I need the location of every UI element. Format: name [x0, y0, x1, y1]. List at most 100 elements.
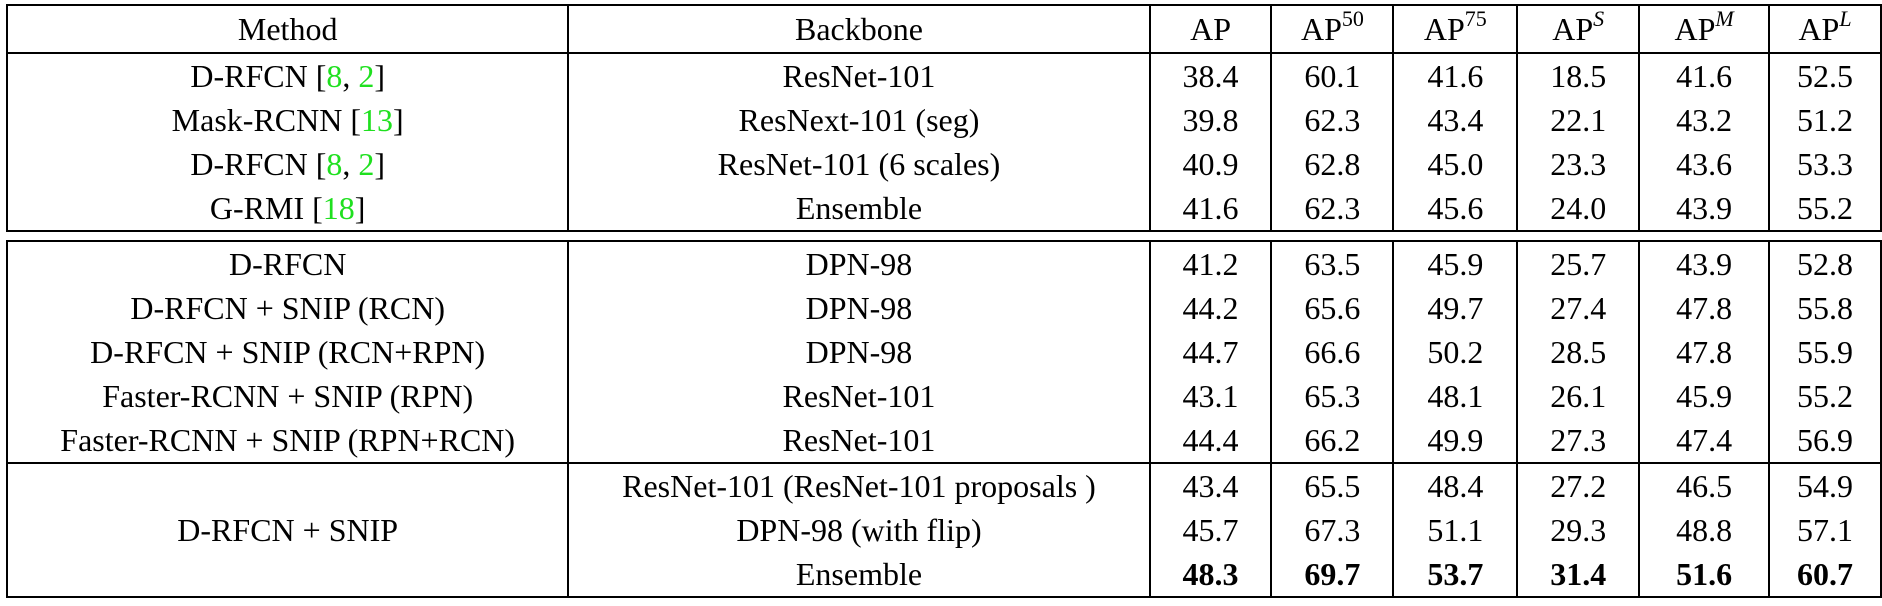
- section-gap-cell: [7, 231, 1881, 241]
- cell-backbone: DPN-98 (with flip): [567, 508, 1151, 552]
- cell-ap75: 50.2: [1392, 330, 1519, 374]
- citation-link: 13: [361, 102, 393, 138]
- cell-apm: 47.4: [1638, 418, 1771, 463]
- header-aps-base: AP: [1552, 11, 1594, 47]
- header-ap75-base: AP: [1423, 11, 1465, 47]
- method-name: G-RMI: [209, 190, 305, 226]
- header-apl: APL: [1768, 4, 1882, 54]
- cell-ap50: 62.8: [1270, 142, 1395, 186]
- cell-apm: 43.9: [1638, 186, 1771, 232]
- cell-apm: 47.8: [1638, 286, 1771, 330]
- method-name: D-RFCN: [190, 58, 308, 94]
- header-aps-sup: S: [1593, 6, 1605, 31]
- cell-method: G-RMI [18]: [5, 186, 570, 232]
- table-row: D-RFCN DPN-98 41.2 63.5 45.9 25.7 43.9 52.8: [5, 240, 1882, 286]
- header-method: Method: [5, 4, 570, 54]
- cell-apl: 52.8: [1768, 240, 1882, 286]
- cell-aps: 28.5: [1516, 330, 1641, 374]
- header-ap75-sup: 75: [1464, 6, 1487, 31]
- cell-aps: 25.7: [1516, 240, 1641, 286]
- header-apl-base: AP: [1798, 11, 1840, 47]
- cell-apm: 51.6: [1638, 552, 1771, 598]
- header-apl-sup: L: [1839, 6, 1852, 31]
- cell-apm: 43.2: [1638, 98, 1771, 142]
- table-row: G-RMI [18] Ensemble 41.6 62.3 45.6 24.0 43.9 55…: [5, 186, 1882, 232]
- cell-backbone: ResNet-101: [567, 418, 1151, 463]
- cell-backbone: Ensemble: [567, 552, 1151, 598]
- cell-apm: 43.9: [1638, 240, 1771, 286]
- cell-ap: 41.6: [1148, 186, 1273, 232]
- cell-ap75: 48.4: [1392, 462, 1519, 508]
- cell-ap75: 43.4: [1392, 98, 1519, 142]
- table-row: DPN-98 (with flip) 45.7 67.3 51.1 29.3 48.8 57…: [7, 508, 1882, 552]
- cell-ap: 44.7: [1148, 330, 1273, 374]
- cell-aps: 24.0: [1516, 186, 1641, 232]
- cell-ap: 44.4: [1148, 418, 1273, 463]
- cell-ap: 48.3: [1148, 552, 1273, 598]
- table-row: D-RFCN [8, 2] ResNet-101 38.4 60.1 41.6 18.5 4…: [5, 52, 1882, 98]
- cell-apl: 55.2: [1768, 374, 1882, 418]
- cell-ap50: 67.3: [1270, 508, 1395, 552]
- cell-apl: 57.1: [1768, 508, 1882, 552]
- cell-apm: 43.6: [1638, 142, 1771, 186]
- cell-apl: 56.9: [1768, 418, 1882, 463]
- cell-ap: 45.7: [1148, 508, 1273, 552]
- cell-apl: 52.5: [1768, 52, 1882, 98]
- cell-ap50: 60.1: [1270, 52, 1395, 98]
- cell-aps: 27.4: [1516, 286, 1641, 330]
- header-backbone: Backbone: [567, 4, 1151, 54]
- table-row: Mask-RCNN [13] ResNext-101 (seg) 39.8 62.3 4…: [5, 98, 1882, 142]
- header-apm-base: AP: [1674, 11, 1716, 47]
- table-row: D-RFCN + SNIP ResNet-101 (ResNet-101 prop…: [5, 462, 1882, 598]
- cell-ap: 43.1: [1148, 374, 1273, 418]
- citation-link: 18: [322, 190, 355, 226]
- cell-backbone: ResNet-101 (ResNet-101 proposals ): [567, 462, 1151, 508]
- cell-apm: 41.6: [1638, 52, 1771, 98]
- results-table: Method Backbone AP AP50 AP75 APS APM APL…: [5, 4, 1882, 598]
- table-row: Faster-RCNN + SNIP (RPN+RCN) ResNet-101 44…: [5, 418, 1882, 463]
- table-row: Faster-RCNN + SNIP (RPN) ResNet-101 43.1 65…: [5, 374, 1882, 418]
- citation-link: 8: [326, 58, 343, 94]
- cell-aps: 26.1: [1516, 374, 1641, 418]
- cell-ap75: 51.1: [1392, 508, 1519, 552]
- cell-aps: 31.4: [1516, 552, 1641, 598]
- cell-backbone: DPN-98: [567, 286, 1151, 330]
- citation-link: 8: [326, 146, 343, 182]
- cell-ap75: 45.0: [1392, 142, 1519, 186]
- cell-ap: 40.9: [1148, 142, 1273, 186]
- cell-backbone: DPN-98: [567, 330, 1151, 374]
- cell-aps: 27.3: [1516, 418, 1641, 463]
- cell-ap50: 62.3: [1270, 98, 1395, 142]
- cell-ap50: 69.7: [1270, 552, 1395, 598]
- cell-ap75: 48.1: [1392, 374, 1519, 418]
- cell-ap75: 41.6: [1392, 52, 1519, 98]
- cell-ap75: 45.6: [1392, 186, 1519, 232]
- citation-link: 2: [358, 146, 375, 182]
- header-row: Method Backbone AP AP50 AP75 APS APM APL: [5, 4, 1882, 54]
- cell-apl: 55.8: [1768, 286, 1882, 330]
- cell-ap50: 66.6: [1270, 330, 1395, 374]
- cell-ap: 38.4: [1148, 52, 1273, 98]
- cell-apl: 53.3: [1768, 142, 1882, 186]
- cell-method: Faster-RCNN + SNIP (RPN): [5, 374, 570, 418]
- cell-ap75: 45.9: [1392, 240, 1519, 286]
- cell-aps: 23.3: [1516, 142, 1641, 186]
- cell-method: D-RFCN [8, 2]: [5, 52, 570, 98]
- header-ap50-sup: 50: [1341, 6, 1364, 31]
- header-ap: AP: [1148, 4, 1273, 54]
- cell-ap50: 65.6: [1270, 286, 1395, 330]
- header-aps: APS: [1516, 4, 1641, 54]
- cell-apm: 47.8: [1638, 330, 1771, 374]
- header-apm: APM: [1638, 4, 1771, 54]
- cell-backbone: Ensemble: [567, 186, 1151, 232]
- header-ap50-base: AP: [1300, 11, 1342, 47]
- method-name: Mask-RCNN: [171, 102, 343, 138]
- header-ap50: AP50: [1270, 4, 1395, 54]
- cell-method: D-RFCN: [5, 240, 570, 286]
- cell-ap50: 62.3: [1270, 186, 1395, 232]
- cell-ap: 41.2: [1148, 240, 1273, 286]
- cell-backbone: ResNet-101: [567, 52, 1151, 98]
- cell-apm: 48.8: [1638, 508, 1771, 552]
- cell-aps: 27.2: [1516, 462, 1641, 508]
- cell-apl: 55.9: [1768, 330, 1882, 374]
